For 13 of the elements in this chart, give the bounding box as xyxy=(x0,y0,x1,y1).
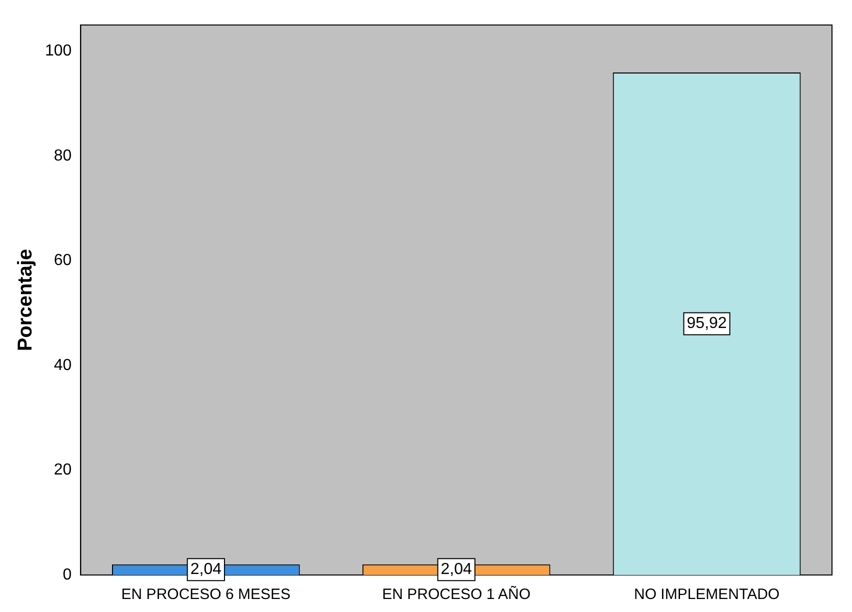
x-tick-label: EN PROCESO 6 MESES xyxy=(121,586,291,604)
y-tick-label: 0 xyxy=(62,566,72,584)
y-tick-label: 80 xyxy=(54,147,72,164)
y-axis-title: Porcentaje xyxy=(14,248,37,352)
data-label: 95,92 xyxy=(686,315,727,332)
y-tick-label: 60 xyxy=(54,252,72,270)
x-tick-label: EN PROCESO 1 AÑO xyxy=(382,585,531,604)
y-tick-label: 40 xyxy=(54,356,72,374)
data-label: 2,04 xyxy=(190,561,222,578)
y-tick-label: 20 xyxy=(54,462,72,479)
y-tick-label: 100 xyxy=(44,42,72,60)
x-tick-label: NO IMPLEMENTADO xyxy=(634,586,780,604)
data-label: 2,04 xyxy=(440,561,472,578)
